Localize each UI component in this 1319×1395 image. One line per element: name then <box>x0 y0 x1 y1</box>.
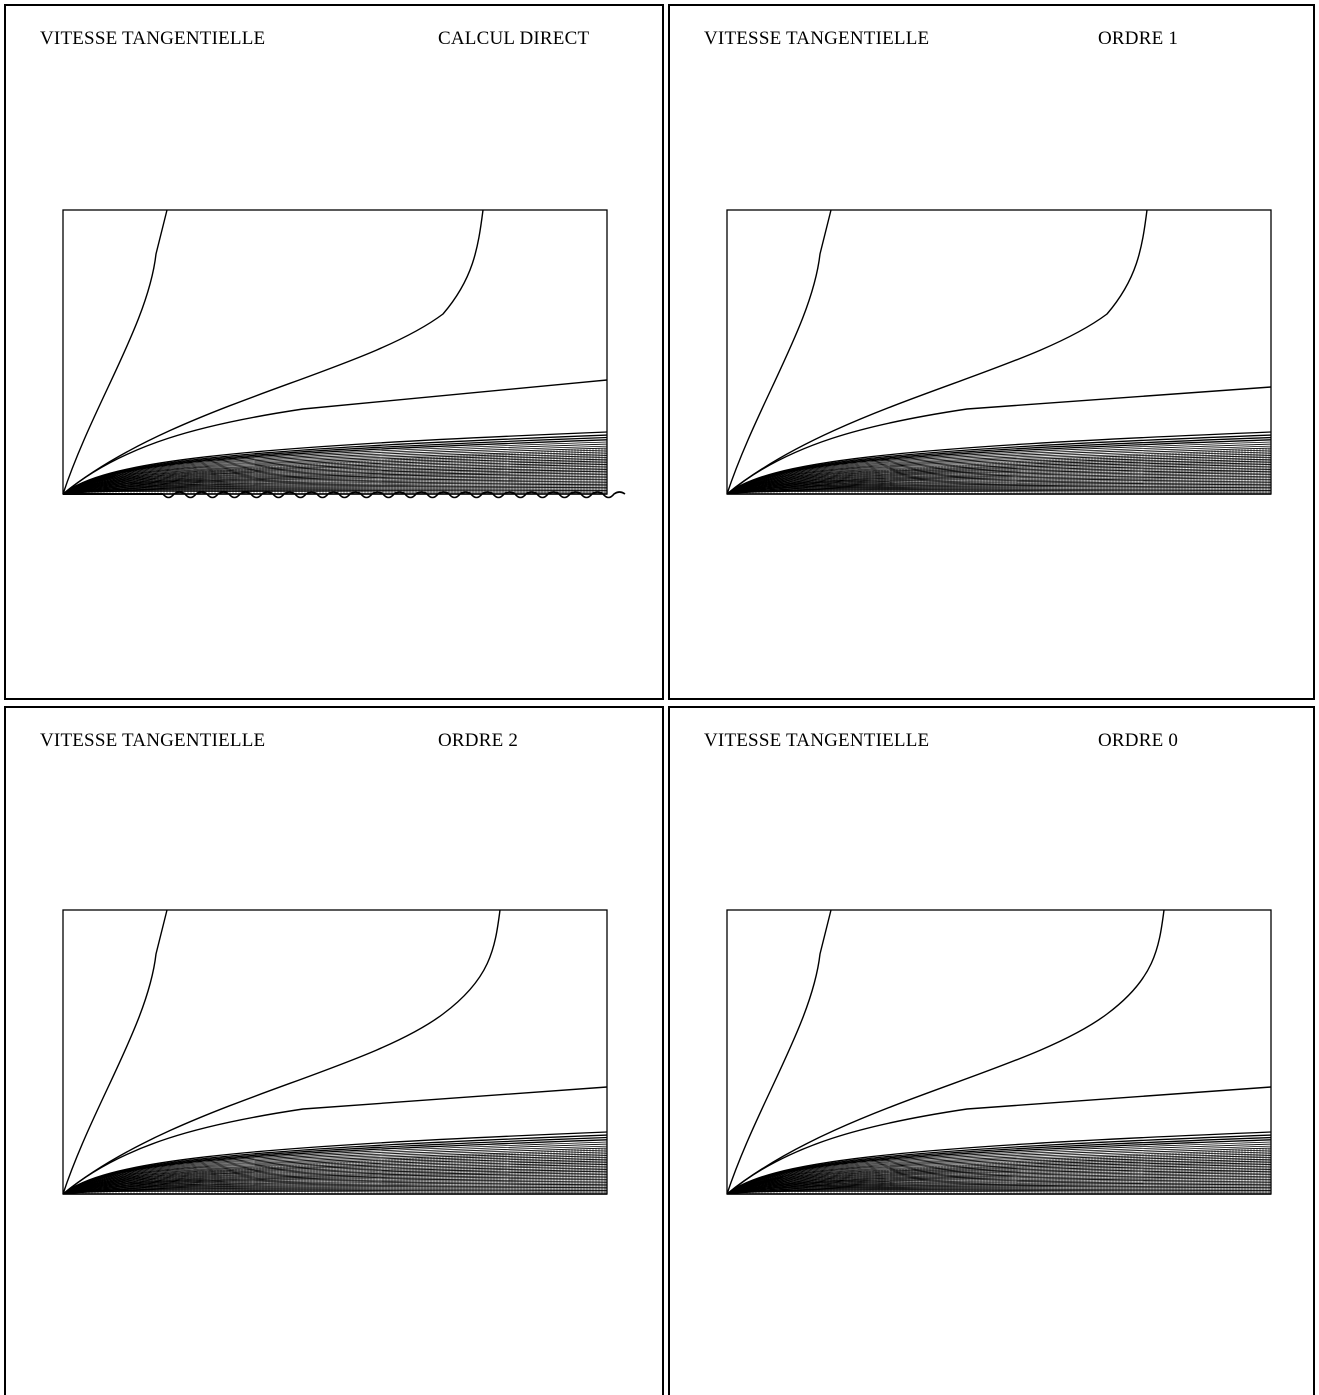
panel-label: ORDRE 1 <box>1098 28 1179 49</box>
panel-ordre-1: VITESSE TANGENTIELLE ORDRE 1 <box>668 4 1315 700</box>
panel-label: ORDRE 0 <box>1098 730 1179 751</box>
contour-plot <box>62 209 626 499</box>
contour-line <box>62 909 501 1195</box>
contour-line <box>726 209 832 495</box>
contour-plot <box>62 909 608 1195</box>
panel-calcul-direct: VITESSE TANGENTIELLE CALCUL DIRECT <box>4 4 664 700</box>
contour-plot <box>726 209 1272 495</box>
panel-title: VITESSE TANGENTIELLE <box>704 730 930 751</box>
contour-line <box>726 209 1148 495</box>
contour-artifact <box>754 1176 784 1185</box>
panel-label: ORDRE 2 <box>438 730 519 751</box>
boundary-layer-fill <box>746 1148 1270 1194</box>
boundary-layer-fill <box>746 448 1270 494</box>
contour-line <box>726 1086 1272 1195</box>
panel-title: VITESSE TANGENTIELLE <box>40 28 266 49</box>
contour-line <box>62 379 608 495</box>
contour-line <box>62 209 484 495</box>
panel-title: VITESSE TANGENTIELLE <box>704 28 930 49</box>
contour-line <box>62 1086 608 1195</box>
boundary-layer-fill <box>82 1148 606 1194</box>
contour-line <box>726 909 1165 1195</box>
contour-line <box>62 909 168 1195</box>
boundary-layer-fill <box>82 448 606 494</box>
panel-label: CALCUL DIRECT <box>438 28 590 49</box>
contour-artifact <box>84 475 116 485</box>
contour-line <box>726 386 1272 495</box>
contour-line <box>726 909 832 1195</box>
panel-title: VITESSE TANGENTIELLE <box>40 730 266 751</box>
panel-ordre-0: VITESSE TANGENTIELLE ORDRE 0 <box>668 706 1315 1395</box>
contour-plot <box>726 909 1272 1195</box>
panel-ordre-2: VITESSE TANGENTIELLE ORDRE 2 <box>4 706 664 1395</box>
contour-line <box>62 209 168 495</box>
